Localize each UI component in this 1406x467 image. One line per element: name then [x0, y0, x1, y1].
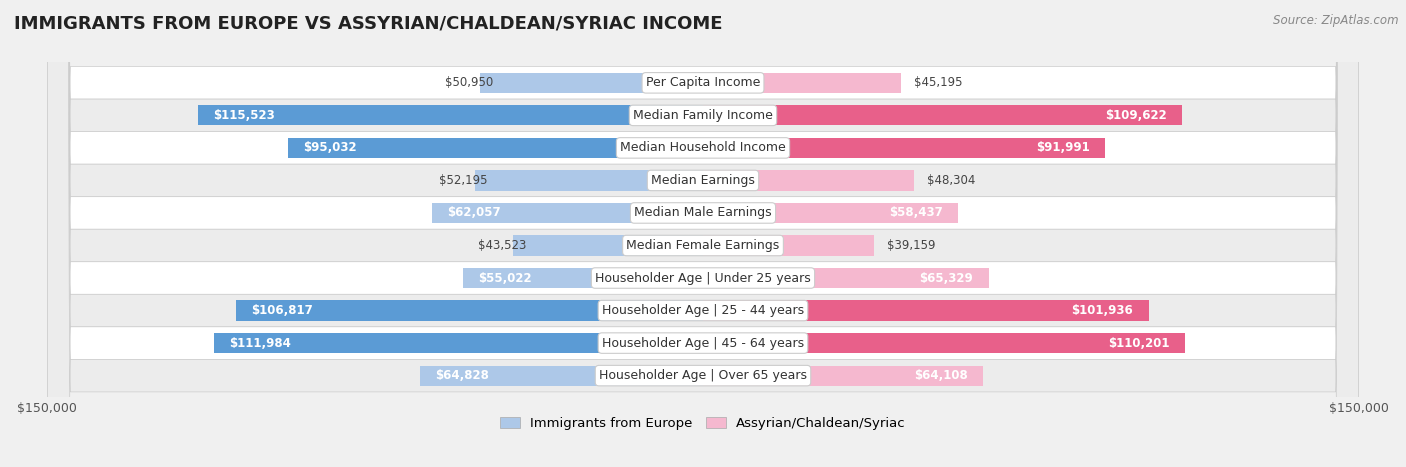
Bar: [288, 138, 703, 158]
Bar: [419, 366, 703, 386]
Text: $64,828: $64,828: [434, 369, 489, 382]
Text: Householder Age | 25 - 44 years: Householder Age | 25 - 44 years: [602, 304, 804, 317]
FancyBboxPatch shape: [48, 0, 1358, 467]
Text: Median Female Earnings: Median Female Earnings: [627, 239, 779, 252]
FancyBboxPatch shape: [48, 0, 1358, 467]
Text: Householder Age | Over 65 years: Householder Age | Over 65 years: [599, 369, 807, 382]
Text: $109,622: $109,622: [1105, 109, 1167, 122]
Text: Per Capita Income: Per Capita Income: [645, 76, 761, 89]
Text: $110,201: $110,201: [1108, 337, 1170, 350]
Bar: [703, 268, 988, 288]
Bar: [432, 203, 703, 223]
Text: $58,437: $58,437: [890, 206, 943, 219]
Text: Source: ZipAtlas.com: Source: ZipAtlas.com: [1274, 14, 1399, 27]
Bar: [198, 105, 703, 126]
Bar: [703, 300, 1149, 321]
Text: $64,108: $64,108: [914, 369, 967, 382]
Text: IMMIGRANTS FROM EUROPE VS ASSYRIAN/CHALDEAN/SYRIAC INCOME: IMMIGRANTS FROM EUROPE VS ASSYRIAN/CHALD…: [14, 14, 723, 32]
Text: $106,817: $106,817: [252, 304, 314, 317]
Bar: [703, 73, 900, 93]
Text: Householder Age | Under 25 years: Householder Age | Under 25 years: [595, 271, 811, 284]
Text: $62,057: $62,057: [447, 206, 501, 219]
FancyBboxPatch shape: [48, 0, 1358, 467]
Text: $101,936: $101,936: [1071, 304, 1133, 317]
Text: $65,329: $65,329: [920, 271, 973, 284]
Bar: [236, 300, 703, 321]
Bar: [475, 170, 703, 191]
Bar: [463, 268, 703, 288]
FancyBboxPatch shape: [48, 0, 1358, 467]
Bar: [703, 203, 959, 223]
Bar: [214, 333, 703, 353]
Bar: [481, 73, 703, 93]
Text: Median Male Earnings: Median Male Earnings: [634, 206, 772, 219]
Text: Householder Age | 45 - 64 years: Householder Age | 45 - 64 years: [602, 337, 804, 350]
Text: $55,022: $55,022: [478, 271, 531, 284]
Text: $39,159: $39,159: [887, 239, 936, 252]
Bar: [703, 170, 914, 191]
Bar: [703, 138, 1105, 158]
FancyBboxPatch shape: [48, 0, 1358, 467]
Bar: [703, 105, 1182, 126]
Text: $91,991: $91,991: [1036, 142, 1090, 155]
Bar: [703, 235, 875, 255]
Text: Median Earnings: Median Earnings: [651, 174, 755, 187]
Text: $111,984: $111,984: [229, 337, 291, 350]
Text: Median Household Income: Median Household Income: [620, 142, 786, 155]
Text: $48,304: $48,304: [927, 174, 976, 187]
FancyBboxPatch shape: [48, 0, 1358, 467]
FancyBboxPatch shape: [48, 0, 1358, 467]
Text: $52,195: $52,195: [440, 174, 488, 187]
Text: $43,523: $43,523: [478, 239, 526, 252]
FancyBboxPatch shape: [48, 0, 1358, 467]
FancyBboxPatch shape: [48, 0, 1358, 467]
FancyBboxPatch shape: [48, 0, 1358, 467]
Text: Median Family Income: Median Family Income: [633, 109, 773, 122]
Bar: [703, 366, 983, 386]
Bar: [703, 333, 1185, 353]
Text: $115,523: $115,523: [214, 109, 276, 122]
Text: $50,950: $50,950: [446, 76, 494, 89]
Text: $95,032: $95,032: [302, 142, 357, 155]
Text: $45,195: $45,195: [914, 76, 962, 89]
Legend: Immigrants from Europe, Assyrian/Chaldean/Syriac: Immigrants from Europe, Assyrian/Chaldea…: [501, 417, 905, 431]
Bar: [513, 235, 703, 255]
